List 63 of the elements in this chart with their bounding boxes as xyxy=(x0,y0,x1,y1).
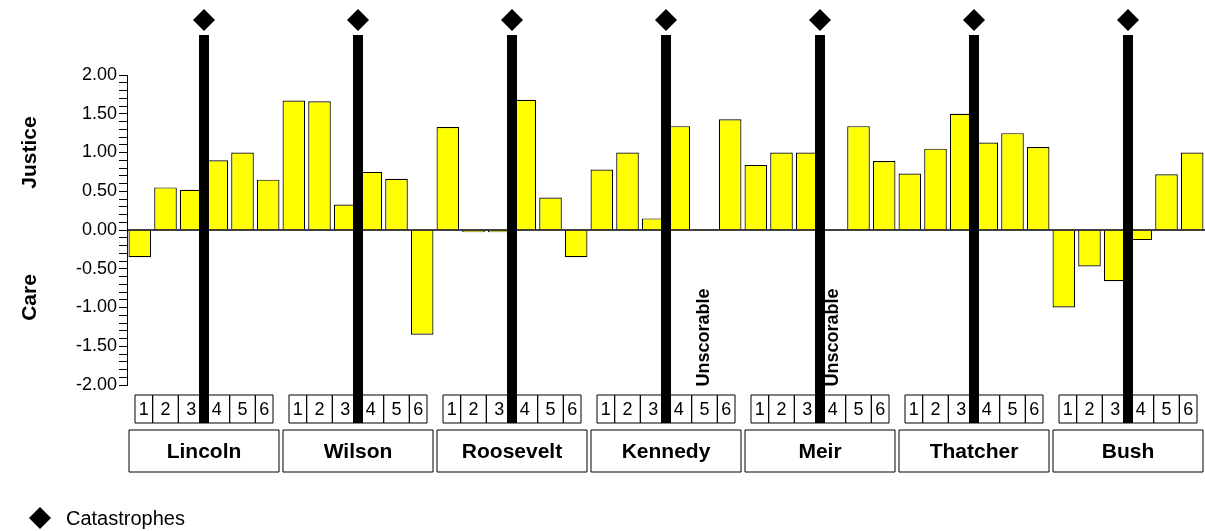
x-tick-label: 5 xyxy=(545,398,556,419)
x-tick-label: 3 xyxy=(648,398,659,419)
y-tick-label: 1.50 xyxy=(81,102,117,123)
x-tick-label: 1 xyxy=(754,398,765,419)
x-tick-label: 2 xyxy=(622,398,633,419)
x-tick-label: 2 xyxy=(930,398,941,419)
text: Wilson xyxy=(323,438,393,462)
text: Thatcher xyxy=(929,438,1019,462)
x-tick-label: 6 xyxy=(1183,398,1194,419)
x-tick-label: 4 xyxy=(673,398,684,419)
x-tick-label: 1 xyxy=(446,398,457,419)
x-tick-label: 5 xyxy=(699,398,710,419)
x-tick-label: 5 xyxy=(1161,398,1172,419)
text: Bush xyxy=(1101,438,1155,462)
text: Lincoln xyxy=(166,438,242,462)
x-tick-label: 4 xyxy=(827,398,838,419)
x-tick-label: 4 xyxy=(1135,398,1146,419)
text: Catastrophes xyxy=(66,506,185,529)
y-tick-label: 2.00 xyxy=(81,63,117,84)
text: Kennedy xyxy=(621,438,711,462)
x-tick-label: 3 xyxy=(956,398,967,419)
x-tick-label: 6 xyxy=(259,398,270,419)
x-tick-label: 3 xyxy=(802,398,813,419)
x-tick-label: 5 xyxy=(391,398,402,419)
x-tick-label: 1 xyxy=(292,398,303,419)
x-tick-label: 2 xyxy=(160,398,171,419)
text: Roosevelt xyxy=(461,438,563,462)
annotation: Unscorable xyxy=(693,288,714,387)
x-tick-label: 2 xyxy=(468,398,479,419)
x-tick-label: 3 xyxy=(494,398,505,419)
x-tick-label: 1 xyxy=(1062,398,1073,419)
annotation: Unscorable xyxy=(821,288,842,387)
y-tick-label: 0.50 xyxy=(81,180,117,201)
x-tick-label: 6 xyxy=(721,398,732,419)
x-tick-label: 6 xyxy=(567,398,578,419)
y-tick-label: 1.00 xyxy=(81,141,117,162)
x-tick-label: 1 xyxy=(138,398,149,419)
y-tick-label: 0.00 xyxy=(81,218,117,239)
y-tick-label: -1.00 xyxy=(75,296,117,317)
x-tick-label: 4 xyxy=(519,398,530,419)
x-tick-label: 6 xyxy=(413,398,424,419)
x-tick-label: 4 xyxy=(365,398,376,419)
x-tick-label: 3 xyxy=(186,398,197,419)
x-tick-label: 5 xyxy=(237,398,248,419)
x-tick-label: 3 xyxy=(340,398,351,419)
x-tick-label: 2 xyxy=(314,398,325,419)
x-tick-label: 1 xyxy=(600,398,611,419)
x-tick-label: 6 xyxy=(875,398,886,419)
x-tick-label: 3 xyxy=(1110,398,1121,419)
x-tick-label: 5 xyxy=(1007,398,1018,419)
x-tick-label: 2 xyxy=(776,398,787,419)
x-tick-label: 4 xyxy=(211,398,222,419)
x-tick-label: 4 xyxy=(981,398,992,419)
x-tick-label: 5 xyxy=(853,398,864,419)
y-tick-label: -2.00 xyxy=(75,373,117,394)
text: Meir xyxy=(798,438,842,462)
text: Care xyxy=(16,274,40,321)
y-axis-title: Justice xyxy=(16,116,40,189)
x-tick-label: 6 xyxy=(1029,398,1040,419)
y-tick-label: -1.50 xyxy=(75,335,117,356)
x-tick-label: 2 xyxy=(1084,398,1095,419)
y-tick-label: -0.50 xyxy=(75,257,117,278)
x-tick-label: 1 xyxy=(908,398,919,419)
